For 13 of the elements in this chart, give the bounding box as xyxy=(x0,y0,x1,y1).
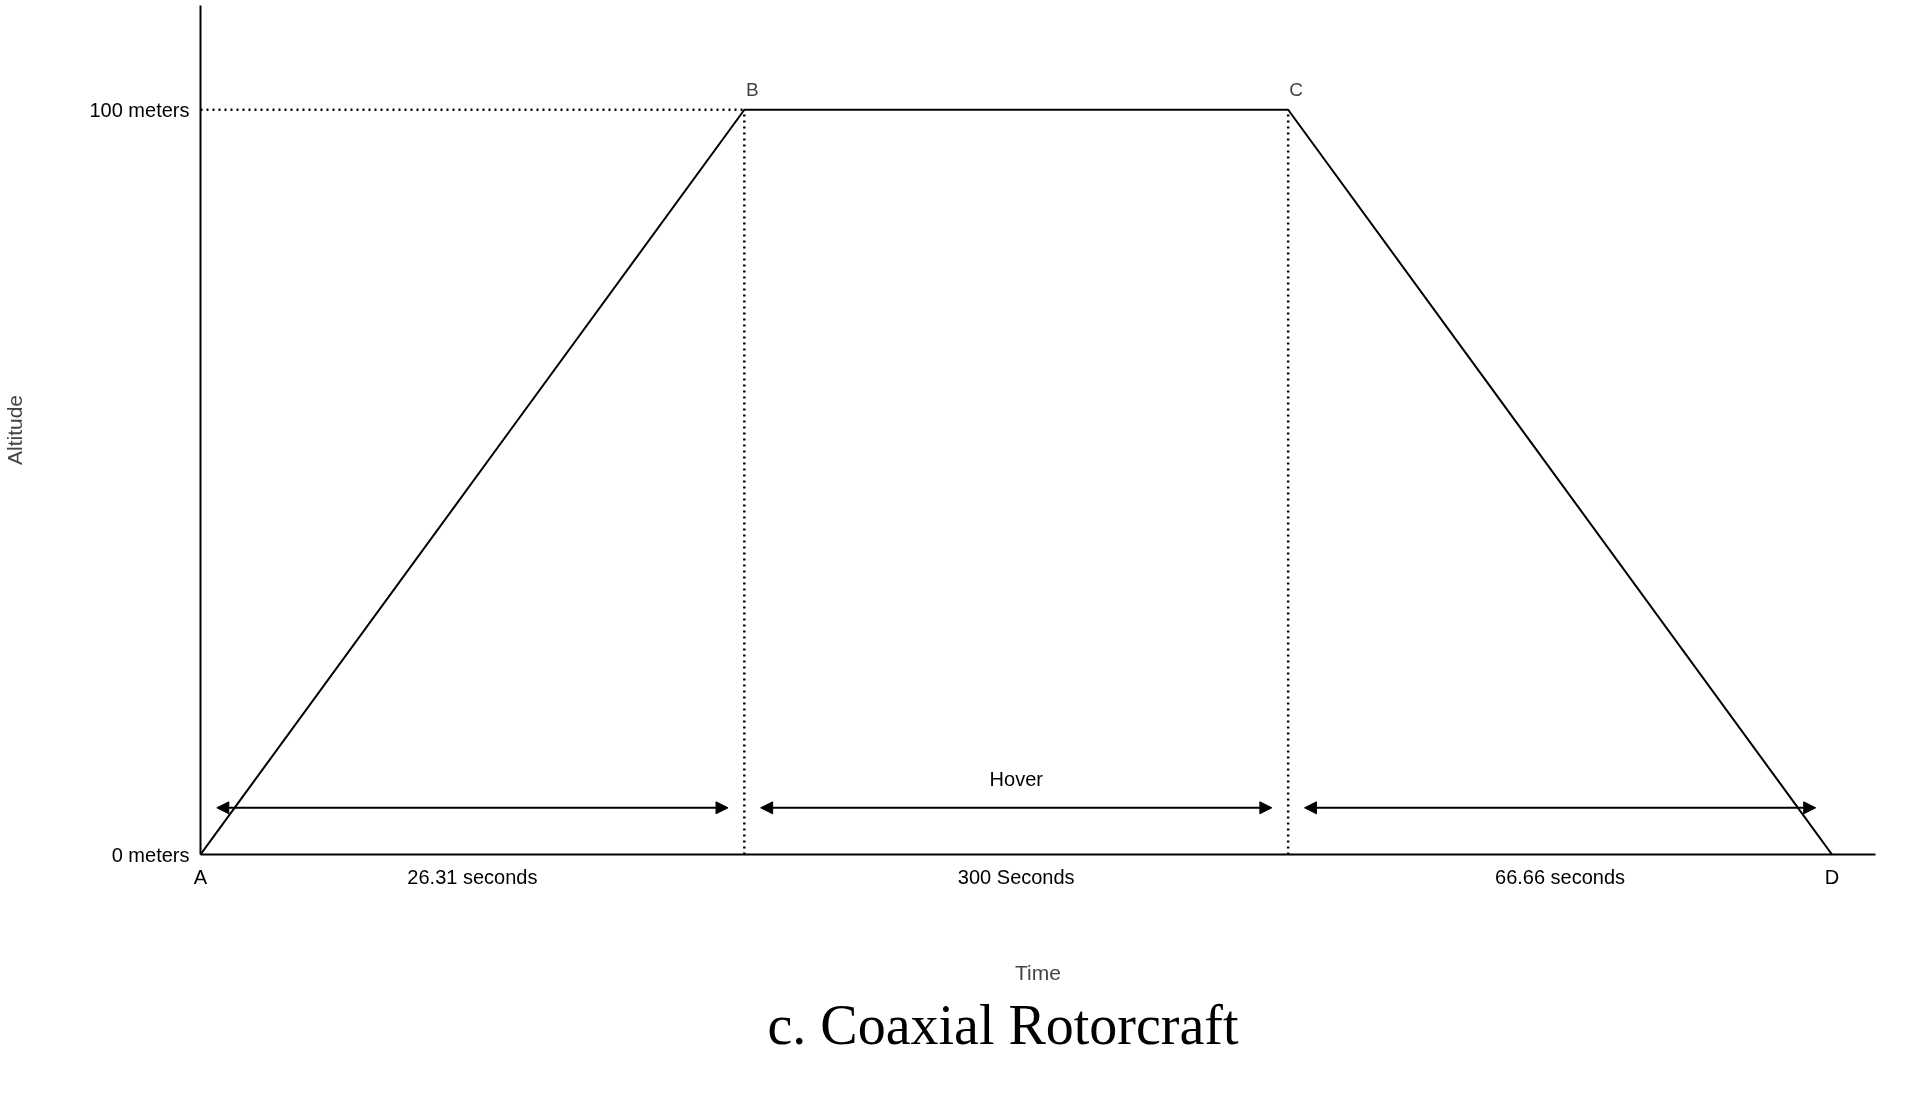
x-tick-label: C xyxy=(1289,78,1304,100)
x-axis-title: Time xyxy=(1015,960,1061,984)
text: 26.31 seconds xyxy=(407,865,538,888)
y-tick-label: 100 meters xyxy=(89,98,190,121)
text: c. Coaxial Rotorcraft xyxy=(767,993,1240,1056)
x-tick-label: D xyxy=(1824,865,1840,888)
text: 300 Seconds xyxy=(957,865,1075,888)
x-tick-label: B xyxy=(745,78,759,100)
text: 66.66 seconds xyxy=(1495,865,1626,888)
y-axis-title: Altitude xyxy=(3,394,27,466)
annotation: Hover xyxy=(989,767,1044,790)
y-tick-label: 0 meters xyxy=(111,843,190,866)
x-tick-label: A xyxy=(193,865,208,888)
